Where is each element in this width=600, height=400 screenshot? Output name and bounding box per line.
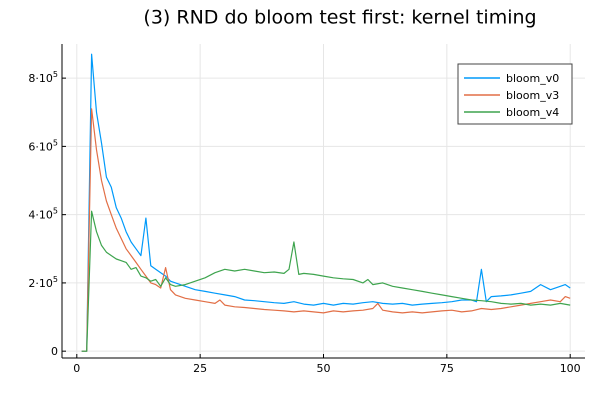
x-tick-label: 100 — [560, 362, 581, 375]
series-line-bloom_v3 — [81, 108, 571, 352]
x-tick-label: 25 — [193, 362, 207, 375]
y-tick-base: 4·10 — [28, 209, 53, 222]
chart-title: (3) RND do bloom test first: kernel timi… — [143, 7, 536, 29]
y-tick-base: 6·10 — [28, 140, 53, 153]
y-tick-base: 8·10 — [28, 72, 53, 85]
y-tick-label: 8·105 — [28, 70, 58, 85]
legend-label-bloom_v4: bloom_v4 — [506, 106, 559, 119]
y-tick-exponent: 5 — [53, 207, 58, 216]
series-line-bloom_v0 — [81, 53, 571, 352]
series-group — [81, 53, 571, 352]
legend-box — [457, 63, 573, 125]
x-tick-label: 75 — [440, 362, 454, 375]
y-tick-exponent: 5 — [53, 275, 58, 284]
x-tick-label: 0 — [73, 362, 80, 375]
y-tick-label: 6·105 — [28, 138, 58, 153]
series-line-bloom_v4 — [81, 210, 571, 352]
y-tick-exponent: 5 — [53, 70, 58, 79]
y-tick-base: 2·10 — [28, 277, 53, 290]
legend-label-bloom_v0: bloom_v0 — [506, 72, 559, 85]
legend: bloom_v0 bloom_v3 bloom_v4 — [457, 63, 573, 125]
y-tick-label: 2·105 — [28, 275, 58, 290]
y-tick-label: 0 — [51, 345, 58, 358]
y-tick-exponent: 5 — [53, 138, 58, 147]
y-tick-label: 4·105 — [28, 207, 58, 222]
x-axis-ticks: 0 25 50 75 100 — [73, 354, 581, 375]
legend-label-bloom_v3: bloom_v3 — [506, 89, 559, 102]
x-tick-label: 50 — [317, 362, 331, 375]
y-tick-base: 0 — [51, 345, 58, 358]
